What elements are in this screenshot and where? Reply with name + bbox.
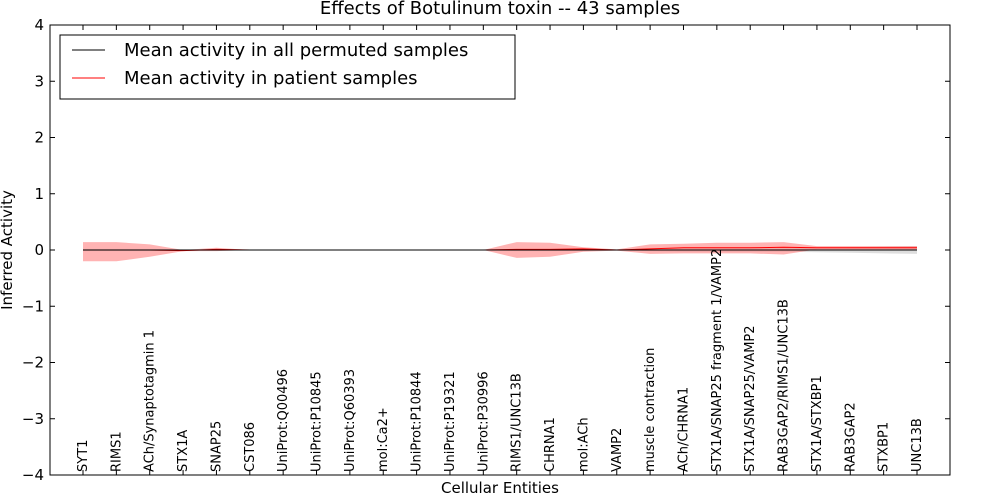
x-tick-label: RAB3GAP2/RIMS1/UNC13B [777,299,792,472]
x-tick-label: UniProt:P30996 [476,371,491,472]
y-axis-label: Inferred Activity [0,190,16,310]
x-tick-label: VAMP2 [610,428,625,472]
y-tick-label: 1 [34,185,44,203]
x-tick-label: mol:Ca2+ [376,407,391,472]
x-axis-label: Cellular Entities [441,479,559,497]
x-tick-label: UniProt:P10845 [310,371,325,472]
x-tick-label: UniProt:P10844 [410,371,425,472]
x-tick-label: STX1A/STXBP1 [810,375,825,472]
x-tick-label: CST086 [243,422,258,472]
x-tick-label: SYT1 [76,440,91,472]
x-tick-label: muscle contraction [643,348,658,472]
y-tick-label: 4 [34,16,44,34]
x-tick-label: SNAP25 [209,421,224,472]
chart-title: Effects of Botulinum toxin -- 43 samples [320,0,680,19]
y-tick-label: −2 [22,354,44,372]
x-tick-label: UNC13B [910,418,925,472]
x-tick-label: RIMS1/UNC13B [510,373,525,472]
x-tick-label: STX1A/SNAP25 fragment 1/VAMP2 [710,249,725,472]
legend: Mean activity in all permuted samples Mea… [59,34,516,100]
x-tick-label: UniProt:Q60393 [343,369,358,472]
line-layer [83,246,917,252]
legend-box [59,34,516,100]
x-tick-label: RIMS1 [109,431,124,472]
x-tick-label: STX1A/SNAP25/VAMP2 [743,325,758,472]
y-tick-label: −1 [22,297,44,315]
x-tick-label: UniProt:Q00496 [276,369,291,472]
y-axis: 4 3 2 1 0 −1 −2 −3 −4 [22,16,950,484]
x-axis: SYT1 RIMS1 ACh/Synaptotagmin 1 STX1A SNAP25 C… [76,25,925,475]
x-tick-label: ACh/CHRNA1 [676,387,691,472]
legend-label-2: Mean activity in patient samples [124,68,418,89]
legend-label-1: Mean activity in all permuted samples [124,40,468,61]
x-tick-label: RAB3GAP2 [843,402,858,472]
x-tick-label: UniProt:P19321 [443,371,458,472]
x-tick-label: STX1A [176,430,191,472]
series-band-2 [83,242,917,262]
x-tick-label: CHRNA1 [543,417,558,472]
x-tick-label: mol:ACh [576,417,591,472]
x-tick-label: ACh/Synaptotagmin 1 [143,330,158,472]
y-tick-label: −3 [22,410,44,428]
y-tick-label: 0 [34,241,44,259]
y-tick-label: 2 [34,129,44,147]
y-tick-label: 3 [34,72,44,90]
y-tick-label: −4 [22,466,44,484]
x-tick-label: STXBP1 [877,422,892,472]
